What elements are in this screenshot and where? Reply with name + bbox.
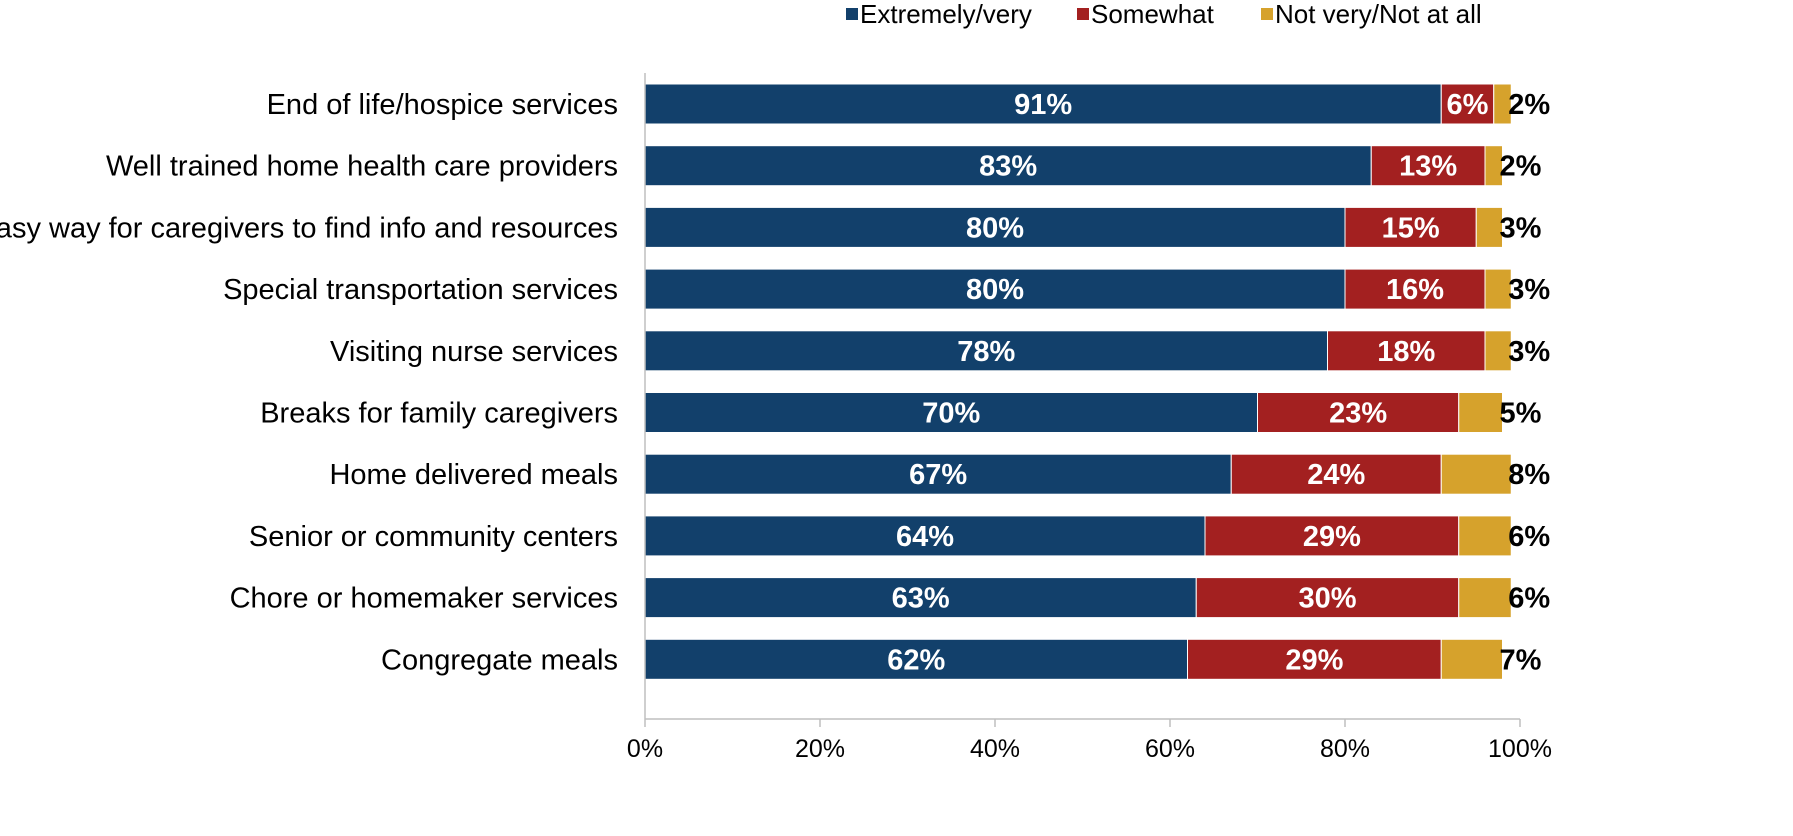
x-tick-label: 80% [1320, 735, 1370, 763]
data-label-somewhat: 29% [1303, 521, 1361, 553]
category-label: Chore or homemaker services [230, 583, 618, 615]
bar-segment-not-very-not-at-all [1475, 206, 1503, 248]
data-labels: 91% 6% 2% 83% 13% 2% 80% 15% 3% 80% 16% 3% 78% 18% 3% 7… [887, 89, 1550, 676]
bar-segment-not-very-not-at-all [1458, 392, 1503, 433]
data-label-not-very-not-at-all: 7% [1500, 644, 1542, 676]
bar-segment-extremely-very [644, 392, 1258, 433]
legend-label-not-very-not-at-all: Not very/Not at all [1275, 0, 1482, 29]
data-label-extremely-very: 83% [979, 151, 1037, 183]
bar-segment-not-very-not-at-all [1440, 453, 1512, 495]
bar-segment-extremely-very [644, 268, 1346, 310]
bar-segment-not-very-not-at-all [1458, 577, 1512, 619]
data-label-somewhat: 15% [1382, 212, 1440, 244]
bar-segment-somewhat [1370, 145, 1486, 187]
x-tick-label: 20% [795, 735, 845, 763]
bar-segment-not-very-not-at-all [1484, 330, 1512, 372]
data-label-not-very-not-at-all: 5% [1500, 398, 1542, 430]
data-label-not-very-not-at-all: 6% [1508, 583, 1550, 615]
bar-segment-not-very-not-at-all [1484, 268, 1512, 310]
data-label-extremely-very: 78% [957, 336, 1015, 368]
category-label: Breaks for family caregivers [260, 398, 618, 430]
bar-segment-extremely-very [644, 515, 1206, 557]
legend-label-extremely-very: Extremely/very [860, 0, 1032, 29]
category-label: Easy way for caregivers to find info and… [0, 212, 618, 244]
legend-swatch-somewhat [1077, 8, 1089, 20]
x-tick-label: 40% [970, 735, 1020, 763]
data-label-somewhat: 13% [1399, 151, 1457, 183]
x-tick-label: 60% [1145, 735, 1195, 763]
data-label-extremely-very: 63% [892, 583, 950, 615]
bar-segment-extremely-very [644, 145, 1372, 187]
data-label-not-very-not-at-all: 8% [1508, 459, 1550, 491]
bar-segment-not-very-not-at-all [1458, 515, 1512, 557]
data-label-extremely-very: 80% [966, 212, 1024, 244]
bar-segment-not-very-not-at-all [1493, 83, 1512, 125]
data-label-extremely-very: 70% [922, 398, 980, 430]
bar-segment-not-very-not-at-all [1440, 638, 1503, 680]
data-label-extremely-very: 91% [1014, 89, 1072, 121]
bars [644, 83, 1512, 680]
data-label-not-very-not-at-all: 3% [1508, 336, 1550, 368]
bar-segment-extremely-very [644, 83, 1442, 125]
category-label: End of life/hospice services [267, 89, 618, 121]
data-label-somewhat: 16% [1386, 274, 1444, 306]
legend-label-somewhat: Somewhat [1091, 0, 1215, 29]
category-label: Visiting nurse services [330, 336, 618, 368]
bar-segment-somewhat [1195, 577, 1460, 619]
data-label-somewhat: 30% [1298, 583, 1356, 615]
data-label-extremely-very: 67% [909, 459, 967, 491]
legend-swatch-extremely-very [846, 8, 858, 20]
data-label-extremely-very: 62% [887, 644, 945, 676]
data-label-not-very-not-at-all: 6% [1508, 521, 1550, 553]
legend: Extremely/very Somewhat Not very/Not at al… [846, 0, 1482, 29]
bar-segment-somewhat [1344, 206, 1477, 248]
x-axis: 0% 20% 40% 60% 80% 100% [627, 73, 1552, 763]
data-label-somewhat: 24% [1307, 459, 1365, 491]
data-label-not-very-not-at-all: 3% [1508, 274, 1550, 306]
data-label-not-very-not-at-all: 2% [1500, 151, 1542, 183]
category-label: Well trained home health care providers [106, 151, 618, 183]
data-label-not-very-not-at-all: 3% [1500, 212, 1542, 244]
bar-segment-not-very-not-at-all [1484, 145, 1503, 187]
category-labels: End of life/hospice services Well trained… [0, 89, 618, 676]
data-label-somewhat: 23% [1329, 398, 1387, 430]
bar-segment-extremely-very [644, 330, 1328, 372]
bar-segment-somewhat [1344, 268, 1486, 310]
category-label: Special transportation services [223, 274, 618, 306]
data-label-not-very-not-at-all: 2% [1508, 89, 1550, 121]
legend-swatch-not-very-not-at-all [1261, 8, 1273, 20]
category-label: Home delivered meals [329, 459, 618, 491]
x-tick-label: 100% [1488, 735, 1552, 763]
bar-segment-extremely-very [644, 206, 1346, 248]
bar-segment-somewhat [1440, 83, 1495, 125]
data-label-somewhat: 6% [1447, 89, 1489, 121]
bar-segment-somewhat [1187, 638, 1442, 680]
bar-segment-somewhat [1230, 453, 1442, 495]
data-label-extremely-very: 64% [896, 521, 954, 553]
category-label: Senior or community centers [249, 521, 618, 553]
category-label: Congregate meals [381, 644, 618, 676]
bar-segment-somewhat [1327, 330, 1486, 372]
data-label-somewhat: 18% [1377, 336, 1435, 368]
x-tick-label: 0% [627, 735, 663, 763]
data-label-extremely-very: 80% [966, 274, 1024, 306]
data-label-somewhat: 29% [1285, 644, 1343, 676]
